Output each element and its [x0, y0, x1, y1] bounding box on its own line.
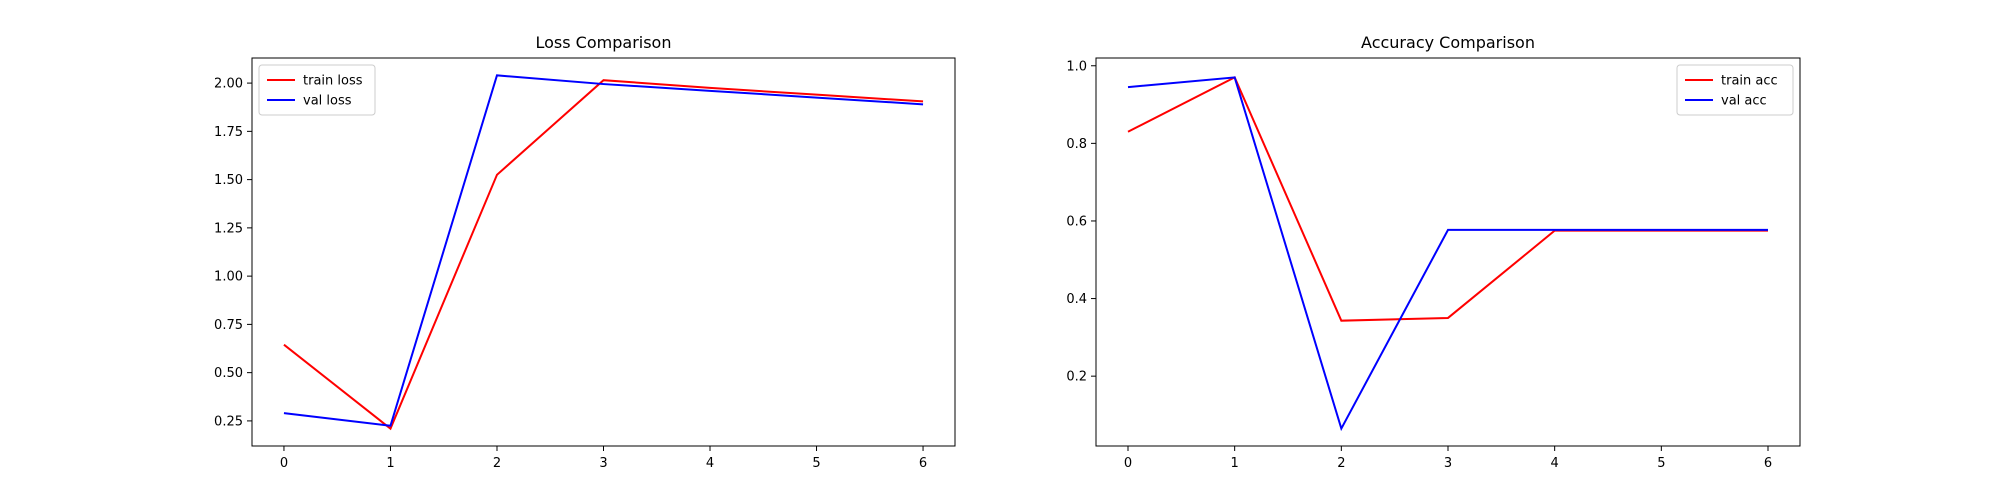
y-tick-label: 1.50: [214, 173, 243, 188]
x-tick-label: 1: [386, 456, 394, 471]
x-tick-label: 4: [1551, 456, 1559, 471]
y-tick-label: 0.2: [1066, 370, 1087, 385]
y-tick-label: 0.50: [214, 366, 243, 381]
legend-label-val-acc: val acc: [1721, 94, 1767, 109]
series-line-val-acc: [1127, 76, 1768, 432]
x-tick-label: 6: [1764, 456, 1772, 471]
x-tick-label: 0: [280, 456, 288, 471]
loss-comparison-chart: Loss Comparison 0 1 2 3 4 5 6 0.25 0.50 0.75 1.00 1.…: [214, 33, 956, 471]
y-tick-label: 1.25: [214, 221, 243, 236]
accuracy-comparison-chart: Accuracy Comparison 0 1 2 3 4 5 6 0.2 0.4 0.6 0.8 1.…: [1066, 33, 1801, 471]
x-tick-label: 6: [919, 456, 927, 471]
chart-title: Accuracy Comparison: [1361, 33, 1535, 52]
x-tick-label: 5: [1657, 456, 1665, 471]
legend-label-train-loss: train loss: [303, 74, 363, 89]
y-tick-label: 1.75: [214, 125, 243, 140]
y-tick-label: 0.8: [1066, 137, 1087, 152]
chart-title: Loss Comparison: [536, 33, 672, 52]
legend-box: [258, 64, 376, 116]
x-tick-label: 3: [1444, 456, 1452, 471]
y-tick-label: 1.00: [214, 270, 243, 285]
x-tick-label: 3: [599, 456, 607, 471]
y-tick-label: 2.00: [214, 77, 243, 92]
y-tick-label: 0.25: [214, 414, 243, 429]
legend-label-val-loss: val loss: [303, 94, 352, 109]
legend: train acc val acc: [1676, 64, 1794, 116]
series-line-val-loss: [283, 74, 924, 427]
x-tick-label: 2: [1337, 456, 1345, 471]
legend-box: [1676, 64, 1794, 116]
y-tick-label: 0.75: [214, 318, 243, 333]
legend-label-train-acc: train acc: [1721, 74, 1778, 89]
x-tick-label: 1: [1231, 456, 1239, 471]
x-tick-label: 2: [493, 456, 501, 471]
legend: train loss val loss: [258, 64, 376, 116]
y-tick-label: 0.4: [1066, 292, 1087, 307]
series-line-train-loss: [283, 79, 924, 431]
x-tick-label: 5: [812, 456, 820, 471]
y-tick-label: 1.0: [1066, 59, 1087, 74]
y-tick-label: 0.6: [1066, 214, 1087, 229]
x-tick-label: 4: [706, 456, 714, 471]
x-tick-label: 0: [1124, 456, 1132, 471]
